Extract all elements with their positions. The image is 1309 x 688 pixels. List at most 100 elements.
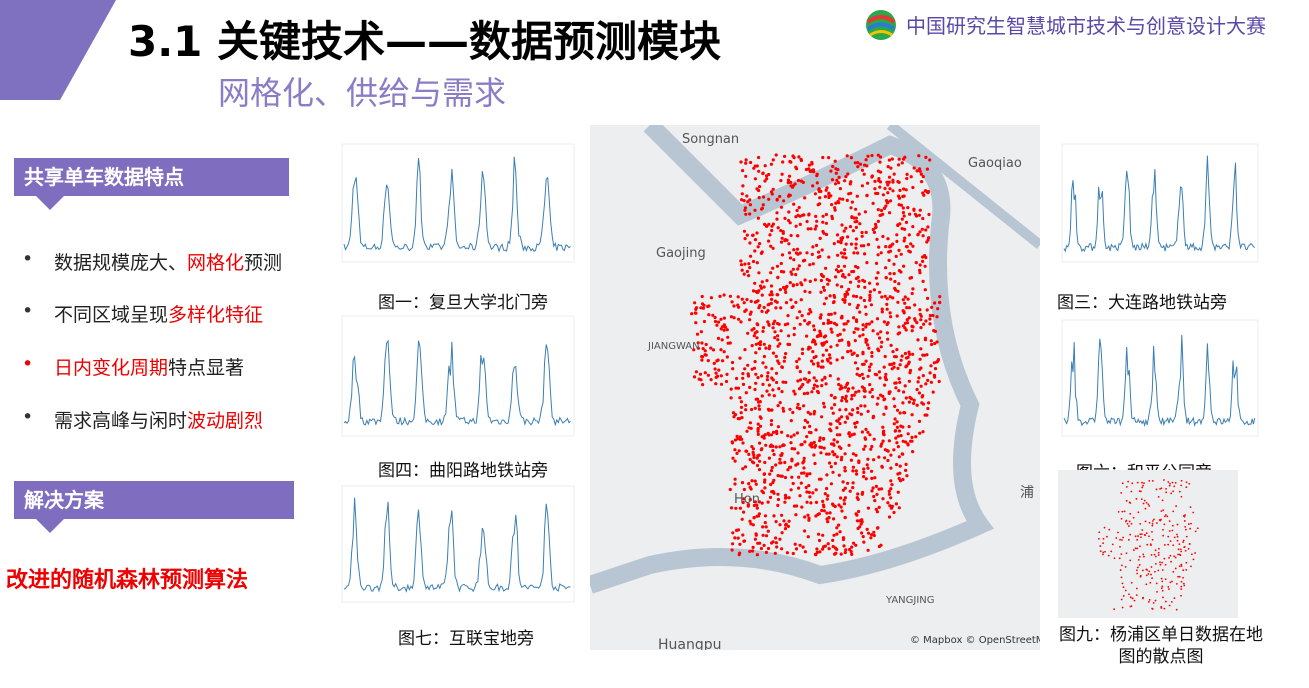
decor xyxy=(833,159,837,163)
decor xyxy=(768,472,772,476)
decor xyxy=(769,482,773,487)
decor xyxy=(889,277,893,281)
decor xyxy=(897,196,902,200)
decor xyxy=(769,469,774,473)
decor xyxy=(826,494,830,498)
decor xyxy=(861,490,865,495)
decor xyxy=(771,351,776,355)
decor xyxy=(761,329,765,333)
decor xyxy=(756,323,760,327)
decor xyxy=(1170,600,1173,603)
decor xyxy=(897,506,901,510)
decor xyxy=(722,293,726,297)
decor xyxy=(1166,515,1169,518)
decor xyxy=(771,246,775,250)
decor xyxy=(1168,588,1170,590)
decor xyxy=(1144,507,1147,510)
decor xyxy=(761,382,765,386)
decor xyxy=(760,309,764,313)
decor xyxy=(734,386,738,390)
decor xyxy=(757,404,761,408)
decor xyxy=(828,511,832,515)
decor xyxy=(874,191,878,195)
decor xyxy=(753,500,757,504)
decor xyxy=(835,433,839,437)
decor xyxy=(806,410,810,414)
decor xyxy=(1159,487,1161,490)
decor xyxy=(750,407,754,412)
decor xyxy=(757,188,761,193)
decor xyxy=(713,315,717,320)
decor xyxy=(870,175,874,179)
decor xyxy=(778,461,782,465)
decor xyxy=(895,420,899,424)
decor xyxy=(1190,553,1193,556)
decor xyxy=(836,253,840,257)
decor xyxy=(1143,499,1146,502)
decor xyxy=(856,410,860,415)
decor xyxy=(864,477,868,481)
decor xyxy=(835,532,839,536)
decor xyxy=(1120,492,1123,494)
title: 3.1 关键技术——数据预测模块 xyxy=(128,17,722,66)
decor xyxy=(729,396,733,400)
decor xyxy=(778,537,782,541)
decor xyxy=(864,325,868,329)
decor xyxy=(866,466,870,470)
decor xyxy=(1137,535,1139,537)
decor xyxy=(742,272,746,276)
decor xyxy=(883,354,887,359)
decor xyxy=(921,175,925,179)
decor xyxy=(751,549,755,553)
decor xyxy=(816,361,820,365)
decor xyxy=(882,320,886,324)
decor xyxy=(1103,526,1106,529)
decor xyxy=(1137,566,1139,569)
decor xyxy=(902,390,906,394)
decor xyxy=(850,200,854,204)
decor xyxy=(898,380,902,384)
decor xyxy=(892,422,896,426)
decor xyxy=(831,450,835,454)
decor xyxy=(771,187,775,191)
decor xyxy=(841,197,845,201)
decor xyxy=(875,402,879,406)
decor xyxy=(741,382,746,386)
decor xyxy=(879,330,883,334)
decor xyxy=(842,502,847,506)
decor xyxy=(748,203,752,207)
decor xyxy=(822,405,826,409)
decor xyxy=(1163,479,1165,481)
decor xyxy=(770,490,774,494)
decor xyxy=(840,455,844,459)
decor xyxy=(920,401,924,405)
decor xyxy=(1171,481,1174,484)
decor xyxy=(862,540,866,544)
decor xyxy=(1117,531,1119,534)
decor xyxy=(908,276,912,280)
decor xyxy=(1152,601,1155,604)
decor xyxy=(796,462,800,466)
decor xyxy=(887,489,891,493)
decor xyxy=(895,348,899,352)
decor xyxy=(748,457,752,462)
decor xyxy=(1120,576,1123,579)
decor xyxy=(800,347,805,351)
decor xyxy=(1127,525,1130,527)
decor xyxy=(730,548,734,552)
decor xyxy=(887,180,891,184)
decor xyxy=(818,550,822,554)
decor xyxy=(805,500,809,504)
decor xyxy=(888,244,892,248)
decor xyxy=(926,225,930,229)
decor xyxy=(799,157,803,161)
decor xyxy=(754,397,758,401)
decor xyxy=(808,495,812,499)
decor xyxy=(772,478,776,482)
decor xyxy=(841,356,845,360)
decor xyxy=(798,494,802,498)
decor xyxy=(797,155,801,159)
decor xyxy=(921,216,925,221)
decor xyxy=(1182,541,1185,544)
decor xyxy=(1162,509,1165,512)
